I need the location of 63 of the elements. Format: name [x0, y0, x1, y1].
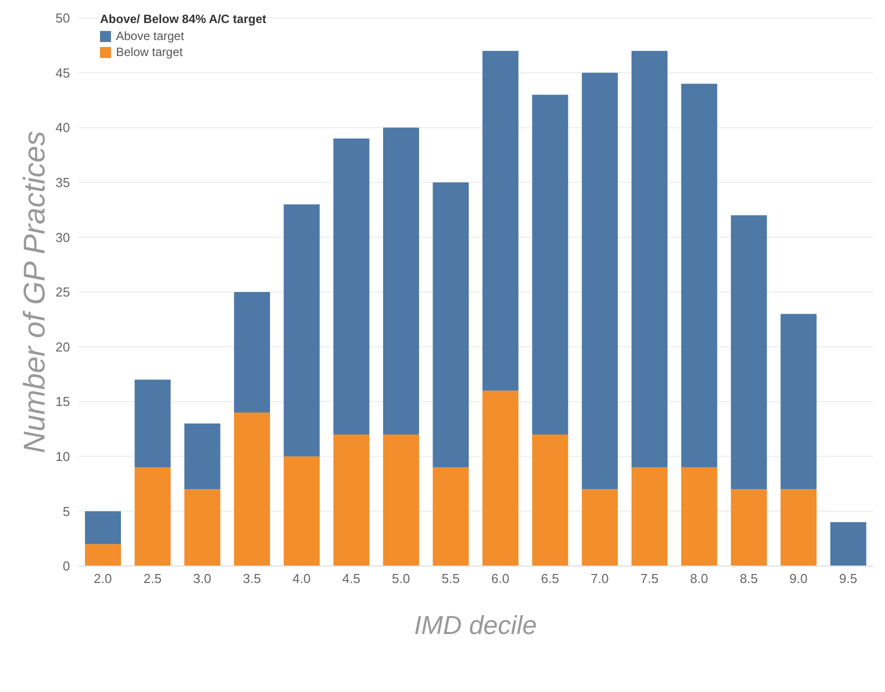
bar: [184, 424, 220, 490]
x-tick-label: 4.5: [342, 571, 360, 586]
y-tick-label: 25: [56, 284, 70, 300]
x-tick-label: 5.5: [442, 571, 460, 586]
bar: [681, 84, 718, 468]
y-tick-label: 35: [56, 175, 70, 190]
bar: [333, 138, 370, 434]
bar: [730, 215, 767, 490]
y-axis-title: Number of GP Practices: [18, 130, 52, 454]
x-tick-label: 9.5: [839, 571, 858, 586]
bar: [482, 50, 518, 391]
x-tick-label: 8.0: [690, 571, 708, 586]
bar: [632, 50, 668, 468]
x-tick-label: 9.0: [789, 571, 808, 586]
x-tick-label: 8.5: [740, 571, 758, 586]
bar: [830, 522, 866, 566]
bar: [134, 467, 171, 566]
legend-title: Above/ Below 84% A/C target: [100, 12, 266, 26]
x-tick-label: 3.5: [242, 571, 261, 586]
bar: [333, 434, 370, 566]
y-tick-label: 45: [56, 65, 70, 80]
bar: [482, 390, 518, 566]
x-tick-label: 3.0: [193, 571, 212, 586]
x-tick-label: 7.0: [590, 571, 609, 586]
y-tick-label: 5: [62, 504, 70, 519]
bar: [780, 314, 817, 490]
y-tick-label: 0: [62, 558, 70, 574]
bar: [532, 434, 568, 566]
x-tick-label: 2.5: [143, 571, 162, 586]
bar: [582, 489, 618, 566]
bar: [84, 511, 121, 544]
bar: [234, 412, 270, 566]
bar: [780, 489, 817, 566]
bar: [383, 434, 420, 566]
x-tick-label: 5.0: [392, 571, 410, 586]
bar: [432, 467, 469, 566]
bar: [582, 72, 618, 490]
bar: [730, 489, 767, 566]
bar: [84, 544, 121, 566]
bar: [284, 456, 320, 566]
y-tick-label: 15: [56, 394, 70, 410]
x-tick-label: 4.0: [292, 571, 311, 586]
x-tick-label: 2.0: [94, 571, 112, 586]
legend-label: Below target: [115, 44, 184, 60]
x-tick-label: 6.0: [491, 571, 510, 586]
y-tick-label: 50: [56, 10, 70, 26]
bar: [134, 380, 171, 468]
bar: [632, 467, 668, 566]
legend-label: Above target: [115, 28, 186, 44]
bar: [184, 489, 220, 566]
y-tick-label: 20: [56, 339, 70, 354]
x-tick-label: 7.5: [640, 571, 658, 586]
y-tick-label: 30: [56, 230, 70, 245]
x-axis-title: IMD decile: [414, 610, 537, 640]
bar: [234, 292, 270, 413]
bar: [681, 467, 718, 566]
bar: [383, 128, 420, 434]
bar: [432, 182, 469, 468]
y-tick-label: 10: [56, 449, 70, 464]
x-tick-label: 6.5: [540, 571, 560, 586]
bar: [284, 204, 320, 456]
y-tick-label: 40: [56, 120, 70, 136]
bar: [532, 94, 568, 434]
